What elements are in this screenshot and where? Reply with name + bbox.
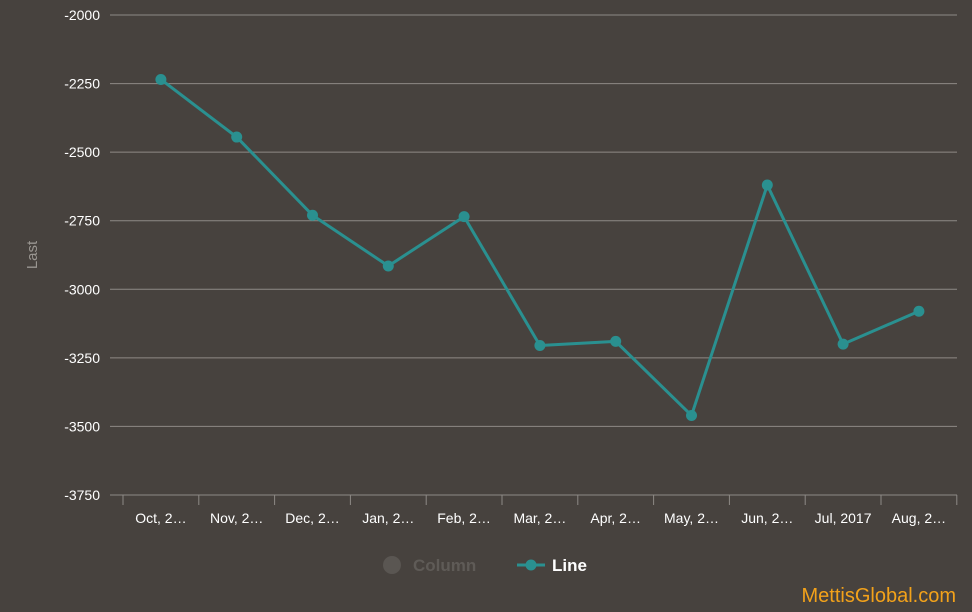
y-tick-label: -3750 (64, 487, 100, 503)
legend-item-column[interactable]: Column (383, 556, 476, 575)
data-point[interactable] (231, 131, 243, 143)
x-tick-label: Apr, 2… (590, 510, 641, 526)
x-tick-label: Aug, 2… (892, 510, 946, 526)
y-tick-label: -3250 (64, 350, 100, 366)
y-tick-label: -2250 (64, 76, 100, 92)
data-point[interactable] (307, 209, 318, 221)
x-tick-label: Oct, 2… (135, 510, 186, 526)
data-point[interactable] (610, 335, 622, 347)
legend-circle-icon (383, 556, 401, 574)
x-tick-label: Dec, 2… (285, 510, 339, 526)
data-point[interactable] (155, 73, 167, 85)
x-axis: Oct, 2… Nov, 2… Dec, 2… Jan, 2… Feb, 2… Mar, … (110, 494, 958, 526)
y-axis-label: Last (24, 240, 41, 269)
x-tick-label: Jul, 2017 (815, 510, 872, 526)
y-axis-ticks: -2000 -2250 -2500 -2750 -3000 -3250 -3500 -3750 (64, 7, 100, 503)
x-tick-label: May, 2… (664, 510, 719, 526)
data-point[interactable] (761, 179, 773, 191)
x-tick-label: Mar, 2… (513, 510, 566, 526)
x-tick-label: Jan, 2… (362, 510, 414, 526)
data-point[interactable] (458, 211, 470, 223)
series-line-path (159, 78, 920, 417)
data-point[interactable] (534, 340, 546, 352)
data-point[interactable] (382, 260, 394, 272)
y-tick-label: -2000 (64, 7, 100, 23)
y-tick-label: -2750 (64, 213, 100, 229)
legend-item-line[interactable]: Line (517, 556, 587, 575)
legend: Column Line (383, 556, 587, 575)
x-tick-label: Feb, 2… (437, 510, 491, 526)
watermark-logo: MettisGlobal.com (801, 585, 957, 607)
y-tick-label: -3500 (64, 418, 100, 434)
series-line (155, 73, 925, 421)
y-tick-label: -2500 (64, 144, 100, 160)
grid-lines (110, 14, 957, 427)
data-point[interactable] (913, 305, 925, 317)
legend-label: Column (413, 556, 476, 575)
legend-marker-icon (525, 559, 537, 571)
y-tick-label: -3000 (64, 281, 100, 297)
x-tick-label: Nov, 2… (210, 510, 263, 526)
legend-label: Line (552, 556, 587, 575)
data-point[interactable] (686, 409, 697, 421)
data-point[interactable] (837, 338, 849, 350)
x-tick-label: Jun, 2… (741, 510, 793, 526)
